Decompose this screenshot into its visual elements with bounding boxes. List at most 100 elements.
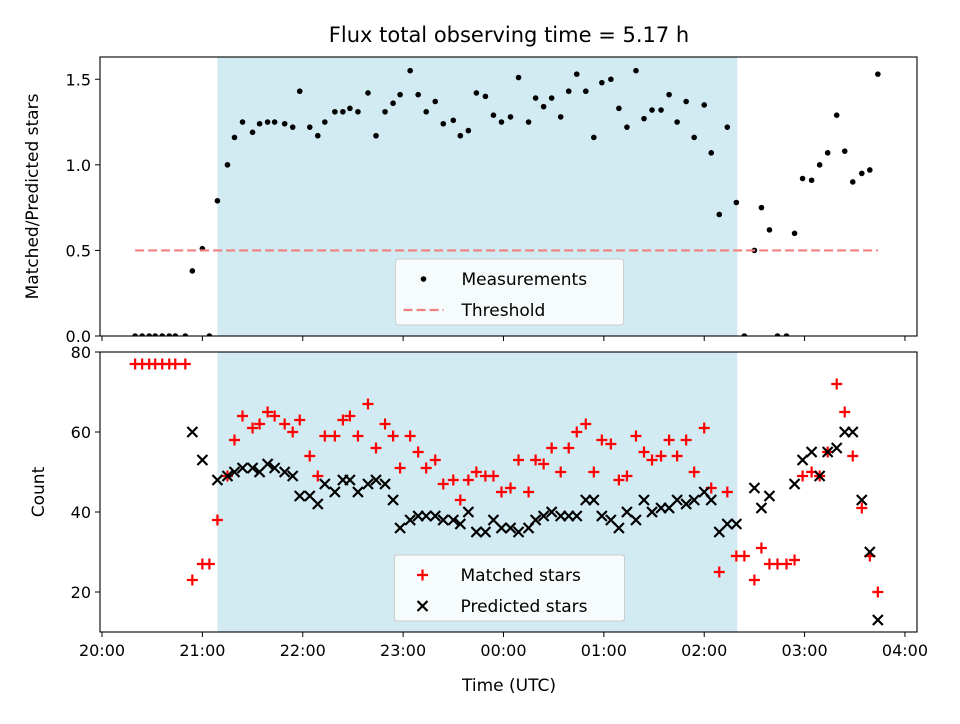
matched-stars-point [394, 462, 406, 474]
matched-stars-point [755, 542, 767, 554]
predicted-stars-point [788, 478, 801, 490]
matched-stars-point [638, 446, 650, 458]
matched-stars-point [513, 454, 525, 466]
predicted-stars-point [864, 546, 876, 558]
predicted-stars-point [705, 494, 718, 506]
predicted-stars-point [638, 494, 650, 506]
measurements-point [649, 107, 655, 113]
matched-stars-point [698, 422, 710, 434]
top-y-tick-label: 0.5 [66, 241, 91, 260]
predicted-stars-point [387, 494, 399, 506]
measurements-point [701, 102, 708, 108]
x-tick-label: 02:00 [681, 641, 727, 660]
measurements-point [256, 120, 263, 127]
measurements-legend-label: Measurements [462, 270, 588, 290]
top-legend-box [395, 258, 624, 326]
predicted-stars-point [394, 522, 406, 534]
measurements-point [347, 105, 353, 112]
predicted-stars-point [671, 494, 683, 506]
matched-stars-point [169, 358, 181, 370]
measurements-point [515, 74, 522, 81]
measurements-point [373, 132, 379, 139]
measurements-point [582, 88, 589, 95]
matched-stars-point [186, 574, 198, 586]
measurements-point [132, 333, 138, 336]
predicted-stars-point [352, 486, 364, 498]
matched-stars-point [362, 398, 374, 410]
matched-stars-point [646, 454, 658, 466]
predicted-stars-point [268, 462, 281, 474]
predicted-stars-point [329, 486, 341, 498]
matched-stars-point [721, 486, 733, 498]
measurements-point [146, 333, 152, 336]
top-y-tick-label: 1.5 [66, 70, 91, 89]
matched-stars-point [571, 426, 583, 438]
x-tick-label: 22:00 [280, 641, 326, 660]
measurements-point [490, 112, 497, 118]
predicted-stars-point [462, 506, 475, 518]
bottom-axes-frame [99, 351, 918, 633]
predicted-stars-point [512, 526, 525, 538]
measurements-point [152, 333, 159, 336]
measurements-point [548, 95, 555, 101]
matched-stars-point [713, 566, 725, 578]
predicted-stars-point [293, 490, 306, 502]
matched-stars-point [269, 410, 281, 422]
top-y-axis-label: Matched/Predicted stars [23, 93, 43, 299]
predicted-stars-point [504, 522, 517, 534]
measurements-point [432, 98, 439, 105]
predicted-stars-point [537, 510, 550, 522]
measurements-point [733, 199, 740, 206]
matched-stars-point [538, 458, 550, 470]
measurements-point [450, 117, 457, 124]
top-y-tick-label: 1.0 [66, 156, 91, 175]
matched-stars-point [663, 434, 675, 446]
measurements-point [716, 211, 723, 218]
matched-stars-point [505, 482, 517, 494]
predicted-stars-point [821, 446, 834, 458]
measurements-point [206, 333, 213, 336]
matched-stars-point [530, 454, 542, 466]
measurements-point [833, 112, 840, 118]
measurements-point [482, 93, 489, 100]
measurements-point [390, 100, 396, 107]
predicted-stars-point [748, 482, 761, 494]
measurements-point [758, 204, 765, 211]
predicted-stars-point [730, 518, 743, 530]
matched-stars-point [555, 466, 567, 478]
measurements-point [791, 230, 798, 237]
measurements-point [774, 333, 781, 336]
measurements-point [824, 150, 831, 156]
measurements-point [340, 108, 346, 115]
predicted-stars-point [613, 522, 625, 534]
measurements-point [540, 103, 547, 110]
predicted-stars-point [470, 526, 483, 538]
measurements-point [808, 177, 815, 184]
predicted-stars-point [196, 454, 209, 466]
matched-stars-point [781, 558, 793, 570]
predicted-stars-point [830, 442, 843, 454]
measurements-point [683, 98, 689, 105]
matched-stars-point [312, 470, 324, 482]
matched-stars-point [352, 430, 364, 442]
predicted-stars-point [362, 478, 374, 490]
measurements-point [573, 71, 580, 77]
predicted-stars-legend-marker [416, 600, 429, 612]
measurements-point [691, 134, 697, 141]
measurements-point [666, 91, 672, 98]
matched-stars-point [370, 442, 382, 454]
measurements-point [565, 88, 572, 95]
matched-stars-point [247, 422, 259, 434]
matched-stars-point [344, 410, 356, 422]
measurements-point [296, 88, 303, 95]
measurements-point [525, 119, 532, 125]
measurements-point [624, 124, 630, 130]
predicted-stars-point [846, 426, 859, 438]
x-tick-label: 00:00 [480, 641, 526, 660]
measurements-point [189, 268, 196, 274]
predicted-stars-point [755, 502, 768, 514]
matched-stars-point [738, 550, 750, 562]
measurements-point [591, 134, 597, 141]
predicted-stars-point [246, 462, 259, 474]
